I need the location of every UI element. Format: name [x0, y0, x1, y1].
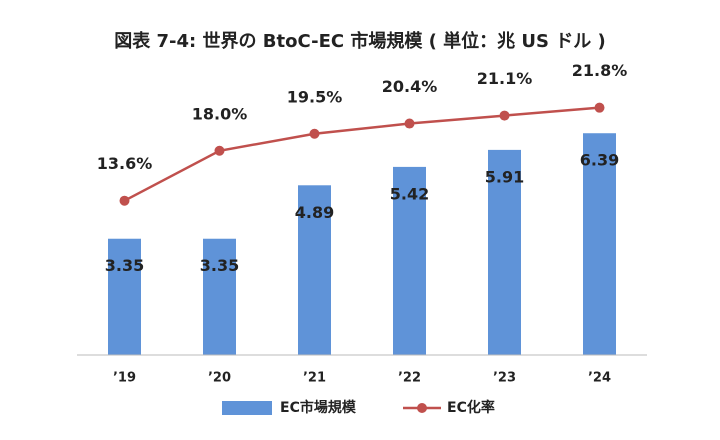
line-value-label: 21.1%: [477, 69, 533, 88]
bar: [393, 166, 426, 355]
line: [123, 106, 600, 202]
bar-value-label: 5.42: [390, 184, 429, 203]
bar-value-label: 6.39: [580, 151, 619, 170]
legend-swatch: [222, 401, 272, 415]
x-tick-label: ’24: [588, 371, 611, 386]
x-tick-label: ’20: [208, 371, 231, 386]
x-tick-label: ’21: [303, 371, 326, 386]
line-value-label: 21.8%: [572, 61, 628, 80]
x-tick-label: ’19: [113, 371, 136, 386]
legend-marker: [417, 403, 427, 413]
bar: [488, 149, 521, 355]
x-tick-label: ’23: [493, 371, 516, 386]
line-marker: [404, 118, 415, 129]
line-value-label: 20.4%: [382, 77, 438, 96]
line-value-label: 19.5%: [287, 87, 343, 106]
bar-value-label: 3.35: [200, 256, 239, 275]
line-marker: [499, 110, 510, 121]
line-marker: [309, 128, 320, 139]
legend-label: EC化率: [447, 399, 495, 416]
bar: [583, 133, 616, 355]
line-marker: [214, 145, 225, 156]
bar: [108, 238, 141, 355]
bar: [203, 238, 236, 355]
bar-value-label: 3.35: [105, 256, 144, 275]
line-marker: [119, 195, 130, 206]
bar: [298, 185, 331, 355]
legend-label: EC市場規模: [280, 399, 357, 416]
x-tick-label: ’22: [398, 371, 421, 386]
line-value-label: 18.0%: [192, 104, 248, 123]
chart-title: 図表 7-4: 世界の BtoC-EC 市場規模 ( 単位：兆 US ドル ): [114, 30, 605, 52]
bar-value-label: 5.91: [485, 167, 524, 186]
line-marker: [594, 102, 605, 113]
line-value-label: 13.6%: [97, 154, 153, 173]
bar-value-label: 4.89: [295, 203, 334, 222]
